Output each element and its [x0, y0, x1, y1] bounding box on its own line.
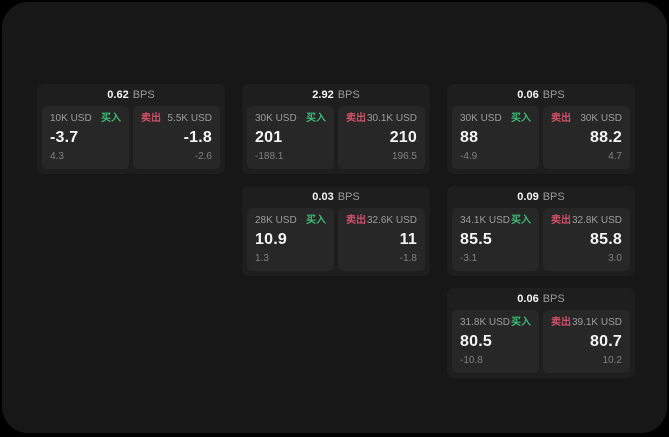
sell-side-label: 卖出 [551, 317, 571, 328]
buy-delta: 1.3 [255, 253, 269, 264]
bps-value: 0.03 [312, 191, 334, 203]
buy-delta: -188.1 [255, 151, 284, 162]
sell-amount: 30.1K USD [366, 113, 417, 124]
sell-panel[interactable]: 卖出 5.5K USD -1.8 -2.6 [133, 106, 220, 169]
buy-panel[interactable]: 30K USD 买入 88 -4.9 [452, 106, 539, 169]
sell-amount: 5.5K USD [167, 113, 212, 124]
bps-unit-label: BPS [542, 191, 565, 203]
buy-value: 85.5 [460, 230, 492, 248]
card-header: 0.06 BPS [447, 84, 635, 106]
buy-amount: 28K USD [255, 215, 297, 226]
buy-side-label: 买入 [511, 215, 531, 226]
quote-card-5: 0.09 BPS 34.1K USD 买入 85.5 -3.1 卖出 32.8K… [447, 186, 635, 276]
sell-value: 11 [399, 230, 417, 248]
bps-unit-label: BPS [337, 191, 360, 203]
sell-amount: 32.6K USD [366, 215, 417, 226]
buy-panel[interactable]: 34.1K USD 买入 85.5 -3.1 [452, 208, 539, 271]
sell-value: -1.8 [183, 128, 212, 146]
bps-unit-label: BPS [337, 89, 360, 101]
sell-delta: 10.2 [602, 355, 622, 366]
buy-side-label: 买入 [306, 113, 326, 124]
buy-panel[interactable]: 30K USD 买入 201 -188.1 [247, 106, 334, 169]
quote-card-1: 0.62 BPS 10K USD 买入 -3.7 4.3 卖出 5.5K USD… [37, 84, 225, 174]
quote-panels: 28K USD 买入 10.9 1.3 卖出 32.6K USD 11 -1.8 [242, 208, 430, 276]
quote-panels: 34.1K USD 买入 85.5 -3.1 卖出 32.8K USD 85.8… [447, 208, 635, 276]
buy-value: 10.9 [255, 230, 287, 248]
sell-delta: 196.5 [391, 151, 417, 162]
quote-card-2: 2.92 BPS 30K USD 买入 201 -188.1 卖出 30.1K … [242, 84, 430, 174]
quote-panels: 10K USD 买入 -3.7 4.3 卖出 5.5K USD -1.8 -2.… [37, 106, 225, 174]
card-header: 0.09 BPS [447, 186, 635, 208]
buy-delta: -4.9 [460, 151, 478, 162]
sell-value: 88.2 [590, 128, 622, 146]
sell-value: 85.8 [590, 230, 622, 248]
buy-side-label: 买入 [306, 215, 326, 226]
bps-unit-label: BPS [132, 89, 155, 101]
sell-delta: -2.6 [194, 151, 212, 162]
buy-value: -3.7 [50, 128, 79, 146]
quote-card-3: 0.06 BPS 30K USD 买入 88 -4.9 卖出 30K USD 8… [447, 84, 635, 174]
quote-panels: 30K USD 买入 88 -4.9 卖出 30K USD 88.2 4.7 [447, 106, 635, 174]
buy-amount: 31.8K USD [460, 317, 511, 328]
card-header: 2.92 BPS [242, 84, 430, 106]
sell-side-label: 卖出 [551, 113, 571, 124]
buy-side-label: 买入 [511, 317, 531, 328]
sell-delta: 4.7 [608, 151, 622, 162]
buy-panel[interactable]: 28K USD 买入 10.9 1.3 [247, 208, 334, 271]
buy-amount: 30K USD [255, 113, 297, 124]
buy-value: 80.5 [460, 332, 492, 350]
card-header: 0.03 BPS [242, 186, 430, 208]
sell-panel[interactable]: 卖出 30K USD 88.2 4.7 [543, 106, 630, 169]
card-header: 0.06 BPS [447, 288, 635, 310]
buy-side-label: 买入 [101, 113, 121, 124]
sell-amount: 39.1K USD [571, 317, 622, 328]
buy-panel[interactable]: 10K USD 买入 -3.7 4.3 [42, 106, 129, 169]
buy-delta: -3.1 [460, 253, 478, 264]
sell-value: 210 [389, 128, 417, 146]
sell-panel[interactable]: 卖出 30.1K USD 210 196.5 [338, 106, 425, 169]
sell-side-label: 卖出 [551, 215, 571, 226]
bps-value: 2.92 [312, 89, 334, 101]
sell-side-label: 卖出 [346, 113, 366, 124]
buy-delta: -10.8 [460, 355, 483, 366]
sell-value: 80.7 [590, 332, 622, 350]
bps-value: 0.09 [517, 191, 539, 203]
buy-value: 88 [460, 128, 479, 146]
quote-card-6: 0.06 BPS 31.8K USD 买入 80.5 -10.8 卖出 39.1… [447, 288, 635, 378]
sell-side-label: 卖出 [141, 113, 161, 124]
buy-value: 201 [255, 128, 283, 146]
buy-amount: 30K USD [460, 113, 502, 124]
sell-panel[interactable]: 卖出 32.6K USD 11 -1.8 [338, 208, 425, 271]
card-header: 0.62 BPS [37, 84, 225, 106]
bps-value: 0.06 [517, 89, 539, 101]
sell-delta: -1.8 [399, 253, 417, 264]
bps-value: 0.06 [517, 293, 539, 305]
buy-amount: 34.1K USD [460, 215, 511, 226]
sell-panel[interactable]: 卖出 32.8K USD 85.8 3.0 [543, 208, 630, 271]
buy-side-label: 买入 [511, 113, 531, 124]
sell-amount: 32.8K USD [571, 215, 622, 226]
sell-delta: 3.0 [608, 253, 622, 264]
quote-panels: 30K USD 买入 201 -188.1 卖出 30.1K USD 210 1… [242, 106, 430, 174]
bps-unit-label: BPS [542, 293, 565, 305]
quote-panels: 31.8K USD 买入 80.5 -10.8 卖出 39.1K USD 80.… [447, 310, 635, 378]
buy-amount: 10K USD [50, 113, 92, 124]
quote-card-4: 0.03 BPS 28K USD 买入 10.9 1.3 卖出 32.6K US… [242, 186, 430, 276]
buy-delta: 4.3 [50, 151, 64, 162]
bps-unit-label: BPS [542, 89, 565, 101]
sell-amount: 30K USD [580, 113, 622, 124]
sell-side-label: 卖出 [346, 215, 366, 226]
buy-panel[interactable]: 31.8K USD 买入 80.5 -10.8 [452, 310, 539, 373]
sell-panel[interactable]: 卖出 39.1K USD 80.7 10.2 [543, 310, 630, 373]
bps-value: 0.62 [107, 89, 129, 101]
